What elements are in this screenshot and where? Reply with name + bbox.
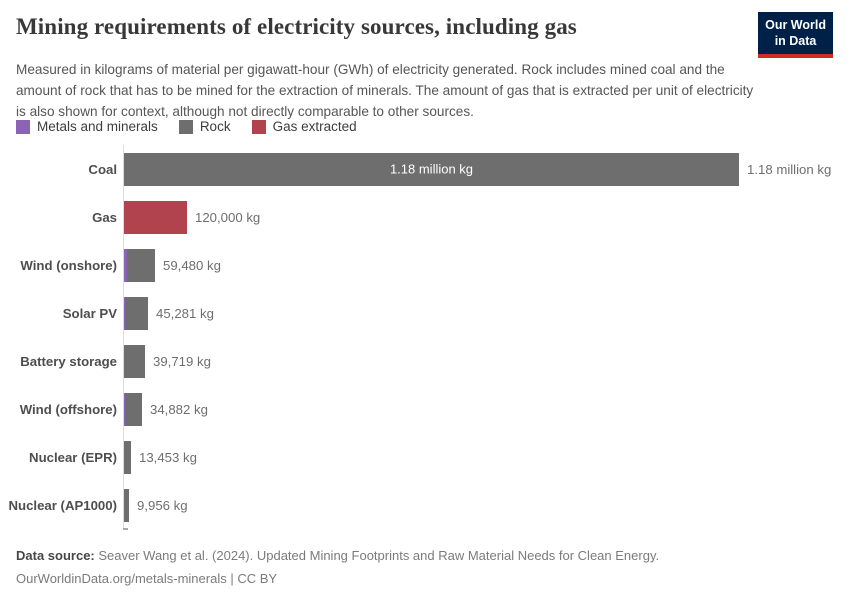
legend-swatch-rock-icon [178, 119, 193, 134]
bar-value-label: 13,453 kg [139, 450, 197, 466]
category-label: Wind (onshore) [20, 257, 117, 273]
bar-value-label: 1.18 million kg [747, 161, 832, 177]
legend-swatch-metals-icon [16, 119, 30, 134]
bar-segment-gas[interactable] [124, 200, 187, 234]
bar-segment-metals[interactable] [124, 296, 125, 330]
bar-segment-rock[interactable] [124, 489, 129, 523]
category-label: Battery storage [20, 353, 117, 369]
bar-segment-metals[interactable] [124, 248, 127, 282]
bar: 39,719 kg [124, 344, 211, 378]
category-label: Gas [92, 209, 117, 225]
legend-item-gas[interactable]: Gas extracted [251, 119, 357, 134]
bar-value-label: 120,000 kg [195, 209, 261, 225]
bar-segment-rock[interactable] [124, 344, 145, 378]
legend-item-metals[interactable]: Metals and minerals [16, 119, 158, 134]
owid-logo[interactable]: Our World in Data [758, 12, 833, 58]
bar: 59,480 kg [124, 248, 221, 282]
bar-value-label: 9,956 kg [137, 498, 188, 514]
bar: 1.18 million kg 1.18 million kg [124, 152, 832, 186]
bar-value-label: 59,480 kg [163, 257, 221, 273]
bar-segment-metals[interactable] [124, 393, 125, 427]
category-label: Nuclear (EPR) [29, 450, 117, 466]
bar: 9,956 kg [124, 489, 188, 523]
bar-chart: Coal 1.18 million kg 1.18 million kg Gas 120… [0, 145, 850, 530]
bar-rows: Coal 1.18 million kg 1.18 million kg Gas 120… [0, 145, 850, 530]
bar-row: Wind (onshore) 59,480 kg [0, 241, 850, 289]
bar-value-label: 39,719 kg [153, 353, 211, 369]
legend: Metals and minerals Rock Gas extracted [16, 119, 357, 134]
chart-footer: Data source: Seaver Wang et al. (2024). … [16, 544, 659, 591]
owid-logo-line1: Our World [765, 18, 826, 32]
category-label: Wind (offshore) [19, 402, 117, 418]
bar: 45,281 kg [124, 296, 214, 330]
chart-title: Mining requirements of electricity sourc… [16, 14, 577, 39]
bar-value-label: 45,281 kg [156, 305, 214, 321]
bar-row: Battery storage 39,719 kg [0, 337, 850, 385]
bar: 13,453 kg [124, 441, 197, 475]
data-source-text: Seaver Wang et al. (2024). Updated Minin… [94, 548, 660, 563]
bar-row: Wind (offshore) 34,882 kg [0, 385, 850, 433]
bar-segment-rock[interactable] [125, 393, 142, 427]
bar-row: Solar PV 45,281 kg [0, 289, 850, 337]
legend-label-gas: Gas extracted [272, 119, 357, 134]
bar-row: Nuclear (EPR) 13,453 kg [0, 434, 850, 482]
data-source-line: Data source: Seaver Wang et al. (2024). … [16, 544, 659, 567]
bar: 34,882 kg [124, 393, 208, 427]
y-axis-line [123, 145, 124, 530]
owid-logo-line2: in Data [774, 34, 817, 49]
bar-segment-rock[interactable] [124, 152, 739, 186]
bar-row: Nuclear (AP1000) 9,956 kg [0, 482, 850, 530]
legend-label-rock: Rock [199, 119, 231, 134]
bar-segment-rock[interactable] [124, 441, 131, 475]
bar-row: Gas 120,000 kg [0, 193, 850, 241]
legend-item-rock[interactable]: Rock [178, 119, 231, 134]
bar-segment-rock[interactable] [125, 296, 148, 330]
bar-segment-rock[interactable] [127, 248, 155, 282]
category-label: Solar PV [62, 305, 117, 321]
data-source-label: Data source: [16, 548, 95, 563]
license-line[interactable]: OurWorldinData.org/metals-minerals | CC … [16, 571, 278, 587]
x-axis-tick [123, 528, 128, 530]
bar: 120,000 kg [124, 200, 261, 234]
category-label: Coal [88, 161, 117, 177]
bar-value-label: 34,882 kg [150, 402, 208, 418]
bar-row: Coal 1.18 million kg 1.18 million kg [0, 145, 850, 193]
legend-swatch-gas-icon [251, 119, 266, 134]
category-label: Nuclear (AP1000) [8, 498, 117, 514]
chart-subtitle: Measured in kilograms of material per gi… [16, 62, 754, 120]
legend-label-metals: Metals and minerals [37, 119, 158, 134]
